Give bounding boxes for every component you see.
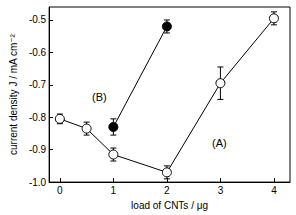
svg-text:load of CNTs / μg: load of CNTs / μg <box>131 200 208 211</box>
svg-text:-0.5: -0.5 <box>29 14 47 25</box>
svg-text:-0.8: -0.8 <box>29 112 47 123</box>
svg-text:(A): (A) <box>212 137 227 149</box>
svg-text:(B): (B) <box>92 91 107 103</box>
svg-text:-0.6: -0.6 <box>29 47 47 58</box>
svg-text:-1.0: -1.0 <box>29 177 47 188</box>
svg-text:current density J / mA cm⁻²: current density J / mA cm⁻² <box>8 33 19 155</box>
svg-text:1: 1 <box>111 185 117 196</box>
svg-text:3: 3 <box>218 185 224 196</box>
svg-text:4: 4 <box>271 185 277 196</box>
svg-text:2: 2 <box>164 185 170 196</box>
svg-text:-0.9: -0.9 <box>29 144 47 155</box>
svg-text:-0.7: -0.7 <box>29 79 47 90</box>
svg-text:0: 0 <box>57 185 63 196</box>
